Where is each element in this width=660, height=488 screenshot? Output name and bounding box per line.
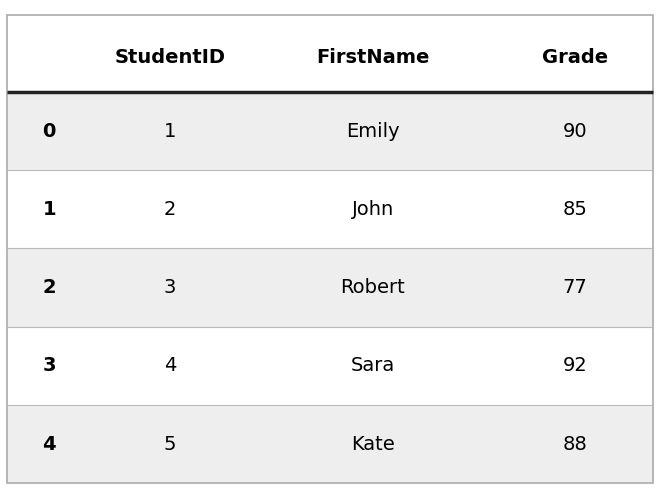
Text: 0: 0	[42, 122, 56, 141]
Text: 4: 4	[42, 434, 56, 453]
Text: 3: 3	[164, 278, 176, 297]
Text: Robert: Robert	[341, 278, 405, 297]
Bar	[7, 170, 653, 248]
Text: 3: 3	[42, 356, 56, 375]
Bar	[7, 326, 653, 405]
Text: 1: 1	[164, 122, 176, 141]
Text: Grade: Grade	[542, 48, 609, 67]
Text: StudentID: StudentID	[115, 48, 226, 67]
Bar	[7, 92, 653, 170]
Text: 2: 2	[42, 278, 56, 297]
Text: 77: 77	[563, 278, 587, 297]
Text: 85: 85	[563, 200, 587, 219]
Text: Kate: Kate	[350, 434, 395, 453]
Text: FirstName: FirstName	[316, 48, 430, 67]
Text: 4: 4	[164, 356, 176, 375]
Bar	[7, 405, 653, 483]
Text: 90: 90	[563, 122, 587, 141]
Text: 5: 5	[164, 434, 176, 453]
Text: 1: 1	[42, 200, 56, 219]
Text: 92: 92	[563, 356, 587, 375]
Text: Sara: Sara	[350, 356, 395, 375]
Bar	[7, 248, 653, 326]
Text: 88: 88	[563, 434, 587, 453]
Bar	[7, 15, 653, 92]
Text: 2: 2	[164, 200, 176, 219]
Text: Emily: Emily	[346, 122, 399, 141]
Text: John: John	[352, 200, 394, 219]
